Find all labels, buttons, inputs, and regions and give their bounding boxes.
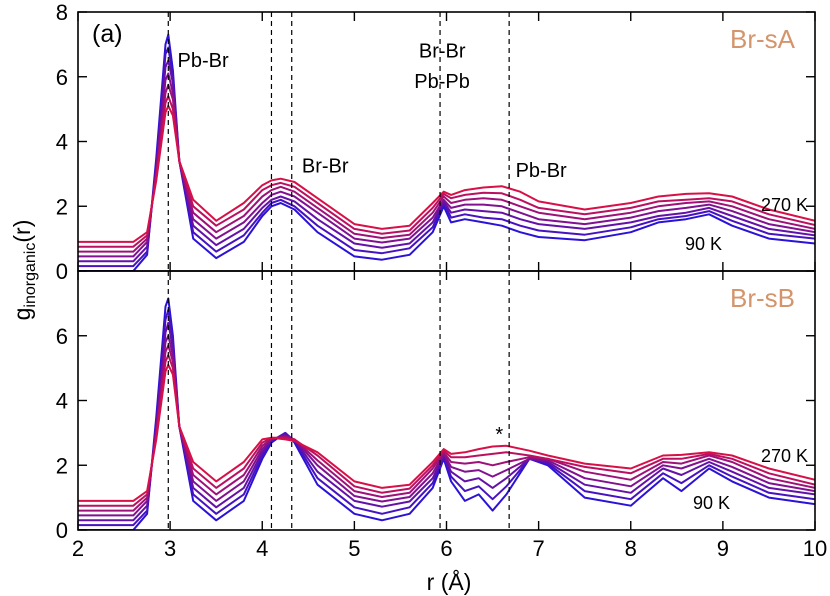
series-line-150k	[78, 59, 815, 263]
y-tick-label: 4	[56, 389, 68, 414]
series-line-150k	[78, 321, 815, 522]
series-group	[78, 297, 815, 530]
panel-name-label: Br-sB	[730, 283, 795, 313]
series-line-90k	[78, 297, 815, 530]
x-tick-label: 5	[348, 536, 360, 561]
series-line-120k	[78, 46, 815, 268]
temperature-label: 270 K	[761, 195, 808, 215]
x-tick-labels: 2 3 4 5 6 7 8 9 10	[72, 536, 827, 561]
series-group	[78, 33, 815, 271]
x-tick-label: 7	[533, 536, 545, 561]
y-tick-label: 2	[56, 194, 68, 219]
panel-br-sb: 0 2 4 6 Br-sB * 90 K 270 K	[56, 270, 816, 543]
bond-annotation: Pb-Br	[177, 50, 228, 72]
temperature-label: 90 K	[685, 234, 722, 254]
y-tick-label: 8	[56, 0, 68, 25]
series-line-240k	[78, 354, 815, 507]
x-tick-label: 3	[164, 536, 176, 561]
x-tick-label: 4	[256, 536, 268, 561]
bond-annotation: Br-Br	[419, 40, 466, 62]
y-axis-title-tail: (r)	[9, 220, 35, 243]
x-axis-title: r (Å)	[427, 568, 472, 595]
x-tick-label: 6	[440, 536, 452, 561]
panel-frame	[77, 270, 816, 531]
panel-name-label: Br-sA	[730, 24, 796, 54]
y-tick-label: 2	[56, 453, 68, 478]
y-axis-title: ginorganic(r)	[9, 220, 39, 321]
x-tick-label: 8	[625, 536, 637, 561]
y-axis-title-sub: inorganic	[22, 243, 39, 308]
bond-annotation: Pb-Pb	[414, 71, 470, 93]
series-line-90k	[78, 33, 815, 271]
y-tick-label: 6	[56, 65, 68, 90]
series-line-210k	[78, 344, 815, 512]
figure-label: (a)	[92, 20, 123, 48]
y-tick-label: 4	[56, 130, 68, 155]
peak-marker-annotation: *	[495, 424, 503, 446]
bond-annotation: Br-Br	[302, 155, 349, 177]
panel-br-sa: 0 2 4 6 8 Br-sA Pb-Br Br-Br Br-Br Pb-Pb Pb-Br 90 K 2…	[56, 0, 816, 284]
series-line-210k	[78, 83, 815, 253]
temperature-label: 270 K	[761, 446, 808, 466]
series-line-270k	[78, 104, 815, 243]
series-line-270k	[78, 363, 815, 502]
series-line-180k	[78, 334, 815, 517]
x-tick-label: 10	[803, 536, 827, 561]
y-tick-label: 0	[56, 259, 68, 284]
series-line-120k	[78, 308, 815, 527]
series-line-180k	[78, 72, 815, 258]
temperature-label: 90 K	[693, 493, 730, 513]
bond-annotation: Pb-Br	[516, 160, 567, 182]
x-tick-label: 9	[717, 536, 729, 561]
y-tick-label: 6	[56, 324, 68, 349]
x-tick-label: 2	[72, 536, 84, 561]
y-tick-label: 0	[56, 518, 68, 543]
y-axis-title-main: g	[9, 308, 35, 321]
series-line-240k	[78, 95, 815, 248]
